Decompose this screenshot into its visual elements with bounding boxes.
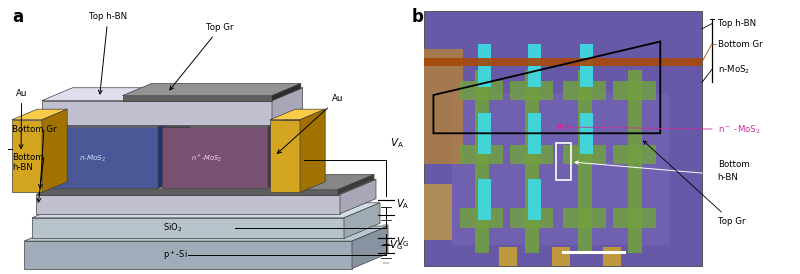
Polygon shape	[36, 179, 376, 195]
Text: Top Gr: Top Gr	[643, 141, 745, 226]
Polygon shape	[162, 127, 268, 188]
Bar	[603, 247, 622, 266]
Polygon shape	[40, 113, 190, 127]
Polygon shape	[12, 109, 67, 120]
Bar	[460, 209, 503, 227]
Bar	[526, 70, 539, 253]
Text: h-BN: h-BN	[718, 173, 738, 182]
Bar	[478, 44, 491, 87]
Bar	[556, 144, 571, 180]
Text: n-MoS$_2$: n-MoS$_2$	[79, 153, 106, 164]
Polygon shape	[270, 120, 300, 192]
Polygon shape	[344, 203, 380, 238]
Text: $V_\mathrm{A}$: $V_\mathrm{A}$	[396, 197, 410, 211]
Polygon shape	[24, 226, 388, 241]
Text: n-MoS$_2$: n-MoS$_2$	[718, 63, 750, 76]
Polygon shape	[42, 109, 67, 192]
Text: Bottom
h-BN: Bottom h-BN	[12, 153, 44, 173]
Bar	[499, 247, 517, 266]
Bar	[478, 113, 491, 154]
Bar	[613, 145, 656, 164]
Bar	[424, 11, 702, 266]
Bar	[613, 209, 656, 227]
Polygon shape	[340, 179, 376, 214]
Bar	[578, 70, 592, 253]
Text: Au: Au	[278, 94, 343, 153]
Polygon shape	[272, 84, 301, 101]
Polygon shape	[300, 109, 325, 192]
Bar	[579, 44, 593, 87]
Bar	[563, 145, 606, 164]
Text: $V_\mathrm{G}$: $V_\mathrm{G}$	[396, 235, 410, 249]
Text: Bottom Gr: Bottom Gr	[718, 39, 762, 48]
Text: Au: Au	[16, 89, 27, 149]
Bar	[460, 81, 503, 100]
Polygon shape	[40, 127, 158, 188]
Bar	[451, 93, 669, 246]
Polygon shape	[32, 203, 380, 218]
Polygon shape	[352, 226, 388, 269]
Text: n$^+$-MoS$_2$: n$^+$-MoS$_2$	[191, 153, 222, 164]
Polygon shape	[338, 175, 374, 195]
Polygon shape	[42, 101, 272, 125]
Text: b: b	[412, 8, 424, 26]
Bar	[460, 145, 503, 164]
Polygon shape	[122, 96, 272, 101]
Text: $V_\mathrm{A}$: $V_\mathrm{A}$	[390, 136, 404, 150]
Bar	[510, 81, 553, 100]
Bar	[528, 113, 542, 154]
Bar	[510, 209, 553, 227]
Polygon shape	[122, 84, 301, 96]
Polygon shape	[38, 175, 374, 190]
Text: Top h-BN: Top h-BN	[89, 12, 127, 94]
Text: Top Gr: Top Gr	[170, 23, 234, 90]
Bar	[424, 49, 462, 164]
Bar	[563, 209, 606, 227]
Polygon shape	[32, 218, 344, 238]
Text: SiO$_2$: SiO$_2$	[162, 222, 182, 234]
Text: p$^+$-Si: p$^+$-Si	[162, 248, 187, 262]
Polygon shape	[158, 113, 190, 188]
Polygon shape	[272, 88, 302, 125]
Polygon shape	[42, 88, 302, 101]
Bar	[424, 184, 451, 240]
Bar	[628, 70, 642, 253]
Bar	[424, 58, 702, 66]
Polygon shape	[24, 241, 352, 269]
Bar	[558, 124, 563, 129]
Bar	[613, 81, 656, 100]
Polygon shape	[270, 109, 325, 120]
Bar	[579, 113, 593, 154]
Text: Bottom: Bottom	[718, 160, 750, 169]
Text: a: a	[12, 8, 23, 26]
Text: Bottom Gr: Bottom Gr	[12, 125, 57, 134]
Text: n$^-$ -MoS$_2$: n$^-$ -MoS$_2$	[566, 123, 760, 136]
Bar	[528, 179, 542, 220]
Bar	[563, 81, 606, 100]
Bar	[528, 44, 542, 87]
Polygon shape	[36, 195, 340, 214]
Polygon shape	[12, 120, 42, 192]
Polygon shape	[38, 190, 338, 195]
Text: $-V_\mathrm{G}$: $-V_\mathrm{G}$	[382, 238, 404, 252]
Text: Top h-BN: Top h-BN	[718, 19, 756, 28]
Bar	[510, 145, 553, 164]
Polygon shape	[162, 113, 301, 127]
Polygon shape	[268, 113, 301, 188]
Bar	[475, 70, 489, 253]
Bar	[478, 179, 491, 220]
Bar	[552, 247, 570, 266]
